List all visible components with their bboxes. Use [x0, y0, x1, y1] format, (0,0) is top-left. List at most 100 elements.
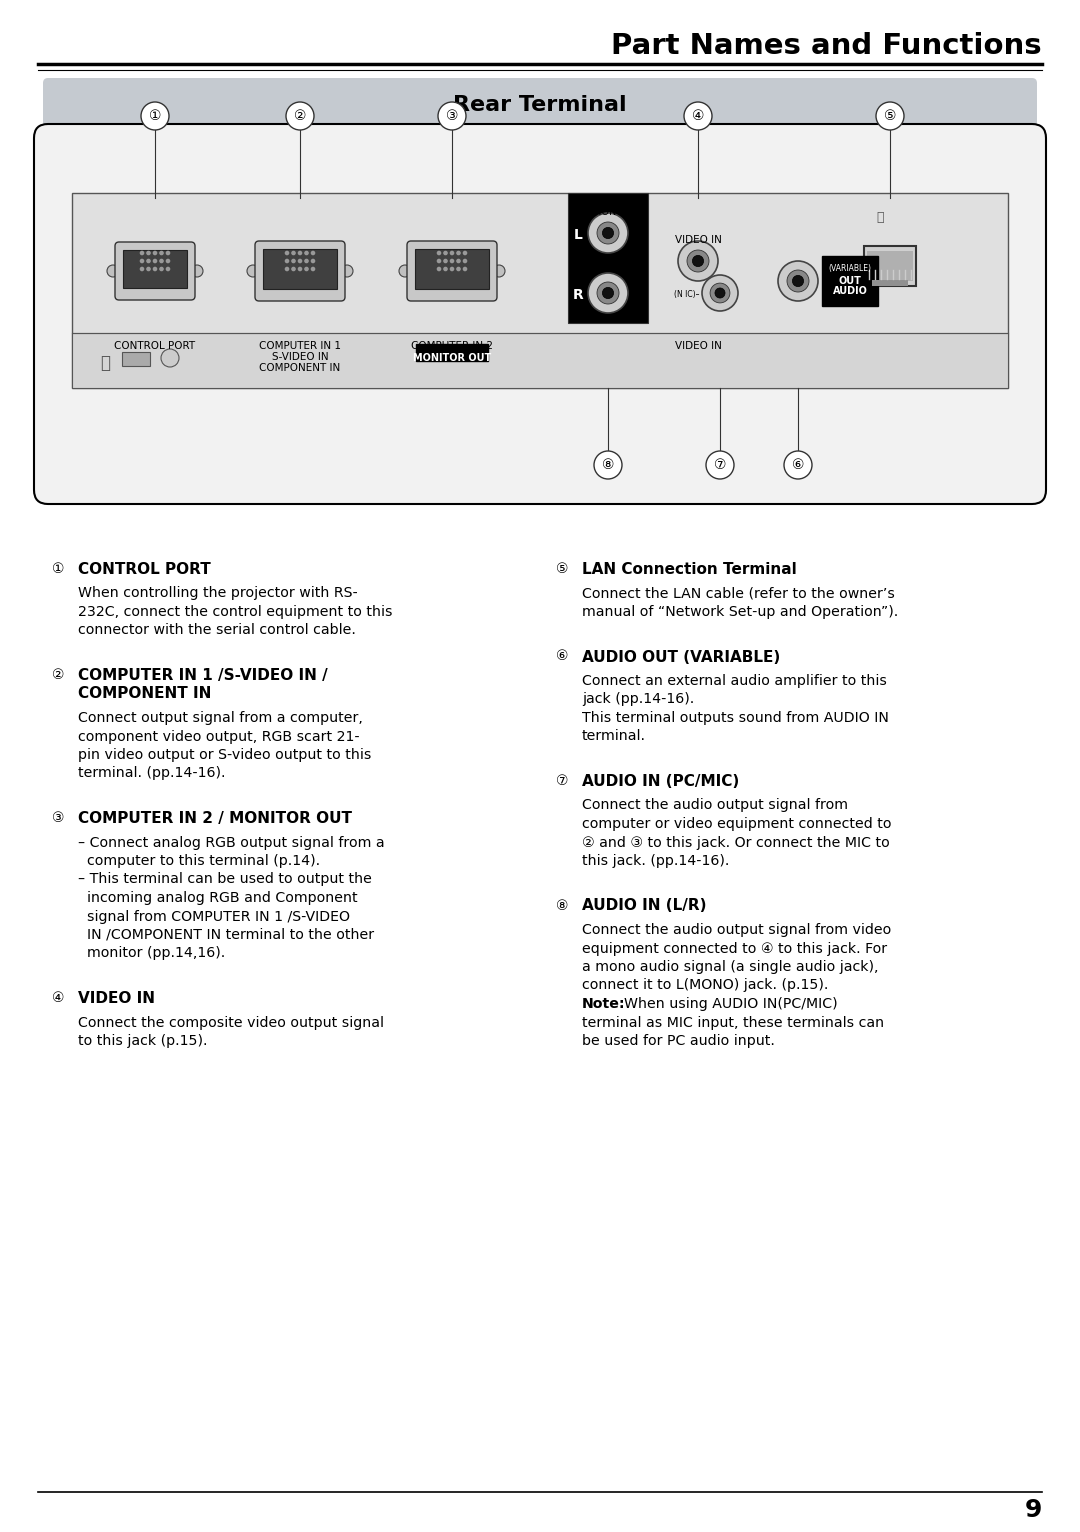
Circle shape: [285, 268, 288, 271]
Text: 9: 9: [1025, 1498, 1042, 1521]
Circle shape: [692, 256, 703, 267]
Circle shape: [463, 251, 467, 254]
Circle shape: [457, 268, 460, 271]
Text: connector with the serial control cable.: connector with the serial control cable.: [78, 624, 356, 637]
Circle shape: [298, 251, 301, 254]
Circle shape: [597, 282, 619, 303]
Text: ② and ③ to this jack. Or connect the MIC to: ② and ③ to this jack. Or connect the MIC…: [582, 835, 890, 850]
Circle shape: [311, 259, 314, 262]
Circle shape: [166, 259, 170, 262]
Circle shape: [147, 268, 150, 271]
Text: AUDIO IN (L/R): AUDIO IN (L/R): [582, 898, 706, 913]
Text: ③: ③: [446, 109, 458, 123]
Circle shape: [450, 268, 454, 271]
Text: manual of “Network Set-up and Operation”).: manual of “Network Set-up and Operation”…: [582, 605, 899, 619]
Text: connect it to L(MONO) jack. (p.15).: connect it to L(MONO) jack. (p.15).: [582, 979, 828, 993]
Bar: [264, 250, 337, 290]
Text: ④: ④: [692, 109, 704, 123]
Circle shape: [298, 259, 301, 262]
Text: COMPONENT IN: COMPONENT IN: [259, 363, 340, 372]
Text: – AUDIO IN –: – AUDIO IN –: [580, 316, 636, 323]
Circle shape: [603, 288, 613, 299]
Text: incoming analog RGB and Component: incoming analog RGB and Component: [78, 892, 357, 905]
Circle shape: [147, 251, 150, 254]
Text: Note:: Note:: [582, 997, 625, 1011]
Circle shape: [463, 259, 467, 262]
Bar: [123, 250, 187, 288]
Text: Part Names and Functions: Part Names and Functions: [611, 32, 1042, 60]
Circle shape: [153, 259, 157, 262]
Circle shape: [450, 251, 454, 254]
Bar: [822, 256, 878, 306]
Text: terminal.: terminal.: [582, 729, 646, 743]
Text: MONITOR OUT: MONITOR OUT: [413, 352, 491, 363]
Text: – This terminal can be used to output the: – This terminal can be used to output th…: [78, 873, 372, 887]
Text: equipment connected to ④ to this jack. For: equipment connected to ④ to this jack. F…: [582, 942, 887, 956]
Text: Connect the composite video output signal: Connect the composite video output signa…: [78, 1016, 384, 1030]
Bar: [568, 193, 648, 323]
Circle shape: [292, 268, 295, 271]
Text: CONTROL PORT: CONTROL PORT: [114, 342, 195, 351]
Circle shape: [594, 450, 622, 480]
Text: ⑦: ⑦: [714, 458, 726, 472]
Circle shape: [702, 276, 738, 311]
Circle shape: [160, 268, 163, 271]
Text: (VARIABLE): (VARIABLE): [828, 265, 872, 274]
Text: COMPUTER IN 2 / MONITOR OUT: COMPUTER IN 2 / MONITOR OUT: [78, 810, 352, 826]
Circle shape: [588, 213, 627, 253]
Bar: [867, 251, 913, 280]
Circle shape: [311, 268, 314, 271]
Circle shape: [160, 259, 163, 262]
Circle shape: [444, 268, 447, 271]
Text: Connect an external audio amplifier to this: Connect an external audio amplifier to t…: [582, 674, 887, 688]
Circle shape: [285, 251, 288, 254]
Circle shape: [457, 259, 460, 262]
Text: COMPUTER IN 2: COMPUTER IN 2: [411, 342, 492, 351]
Bar: [72, 332, 1008, 388]
FancyBboxPatch shape: [33, 124, 1047, 504]
Text: IN /COMPONENT IN terminal to the other: IN /COMPONENT IN terminal to the other: [78, 928, 374, 942]
Text: computer or video equipment connected to: computer or video equipment connected to: [582, 817, 891, 830]
Circle shape: [438, 103, 465, 130]
Circle shape: [778, 260, 818, 300]
Text: AUDIO OUT (VARIABLE): AUDIO OUT (VARIABLE): [582, 650, 780, 665]
Circle shape: [141, 103, 168, 130]
Text: COMPUTER IN 1: COMPUTER IN 1: [259, 342, 341, 351]
Circle shape: [715, 288, 725, 299]
Circle shape: [450, 259, 454, 262]
Text: monitor (pp.14,16).: monitor (pp.14,16).: [78, 947, 226, 961]
Text: ⑧: ⑧: [556, 898, 568, 913]
Circle shape: [463, 268, 467, 271]
Circle shape: [153, 268, 157, 271]
Bar: [72, 193, 1008, 388]
Circle shape: [684, 103, 712, 130]
Text: OUT: OUT: [838, 276, 862, 286]
Text: ②: ②: [52, 668, 65, 682]
Text: S-VIDEO IN: S-VIDEO IN: [272, 352, 328, 362]
Circle shape: [298, 268, 301, 271]
Circle shape: [687, 250, 708, 273]
Text: L: L: [573, 228, 582, 242]
Circle shape: [292, 251, 295, 254]
Text: ①: ①: [52, 562, 65, 576]
Text: AUDIO IN (PC/MIC): AUDIO IN (PC/MIC): [582, 774, 739, 789]
Circle shape: [437, 251, 441, 254]
Circle shape: [437, 268, 441, 271]
Text: ⑥: ⑥: [556, 650, 568, 663]
Circle shape: [706, 450, 734, 480]
Circle shape: [285, 259, 288, 262]
Circle shape: [140, 259, 144, 262]
FancyBboxPatch shape: [43, 78, 1037, 132]
Circle shape: [161, 349, 179, 368]
Circle shape: [160, 251, 163, 254]
Circle shape: [153, 251, 157, 254]
Text: ⑦: ⑦: [556, 774, 568, 787]
FancyBboxPatch shape: [864, 247, 916, 286]
Circle shape: [140, 268, 144, 271]
Text: pin video output or S-video output to this: pin video output or S-video output to th…: [78, 748, 372, 761]
Circle shape: [492, 265, 505, 277]
Text: terminal as MIC input, these terminals can: terminal as MIC input, these terminals c…: [582, 1016, 885, 1030]
Circle shape: [457, 251, 460, 254]
Circle shape: [793, 276, 804, 286]
Bar: [415, 250, 489, 290]
